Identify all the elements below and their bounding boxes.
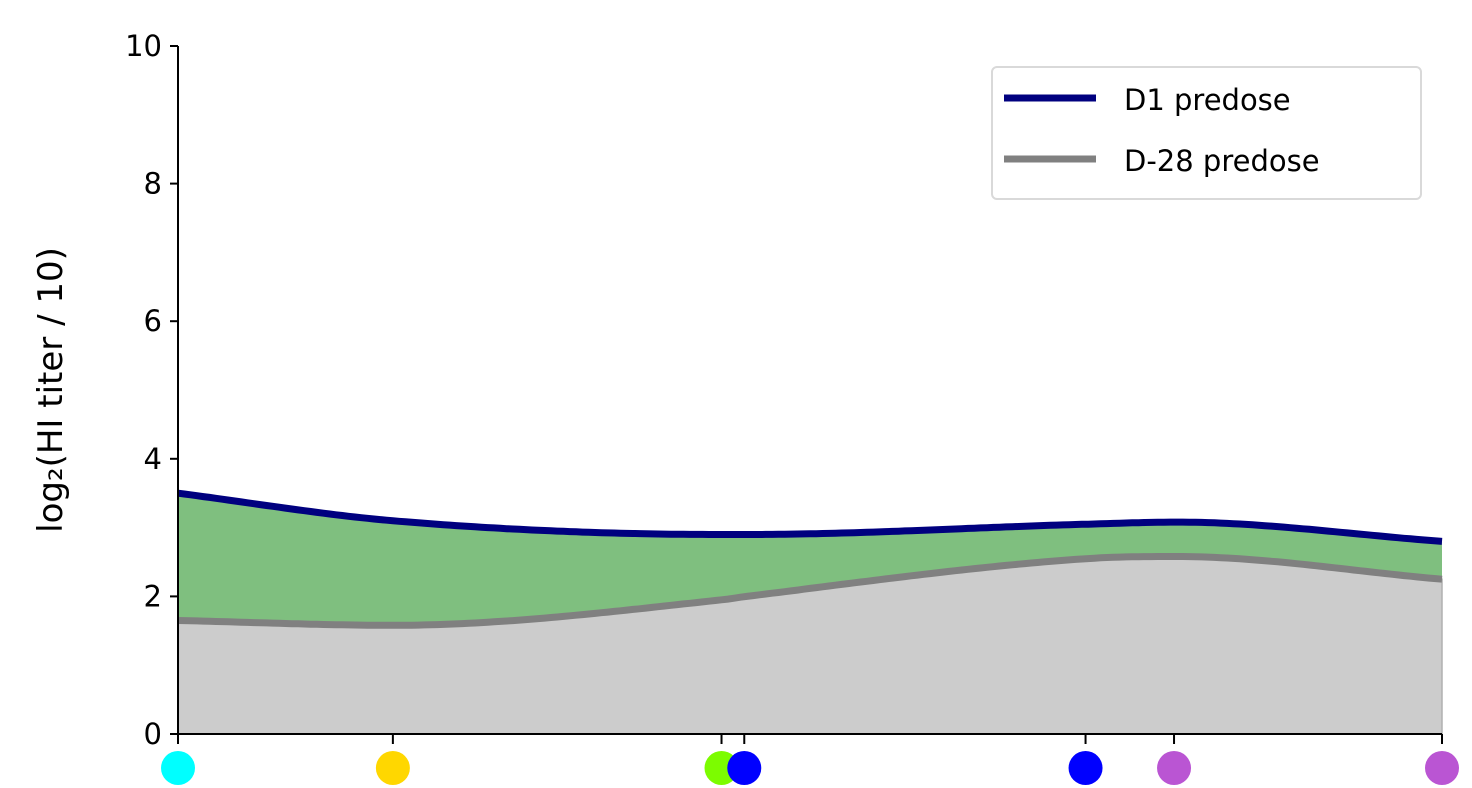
y-axis-title: log₂(HI titer / 10) (31, 247, 71, 533)
series-line-d1-predose (177, 489, 1443, 545)
x-marker-dot (161, 751, 195, 785)
line-layer (177, 489, 1443, 629)
y-ticks: 0 2 4 6 8 10 (125, 29, 178, 751)
y-tick-label: 10 (125, 29, 162, 63)
legend-label-d28-predose: D-28 predose (1124, 144, 1320, 178)
y-tick-label: 0 (144, 717, 162, 751)
x-marker-dot (1068, 751, 1103, 785)
axes (177, 46, 1442, 735)
x-marker-dot (1425, 751, 1459, 785)
x-marker-dot (727, 751, 762, 785)
y-tick-label: 4 (144, 442, 162, 476)
y-tick-label: 8 (144, 167, 162, 201)
x-marker-dot (375, 751, 410, 785)
area-layer (177, 493, 1443, 735)
y-tick-label: 6 (144, 304, 162, 338)
legend: D1 predose D-28 predose (991, 66, 1422, 200)
legend-label-d1-predose: D1 predose (1124, 83, 1291, 117)
x-markers (161, 734, 1459, 785)
y-tick-label: 2 (144, 579, 162, 613)
legend-frame (991, 66, 1422, 200)
series-line-d28-predose (177, 553, 1443, 629)
x-marker-dot (1157, 751, 1192, 785)
